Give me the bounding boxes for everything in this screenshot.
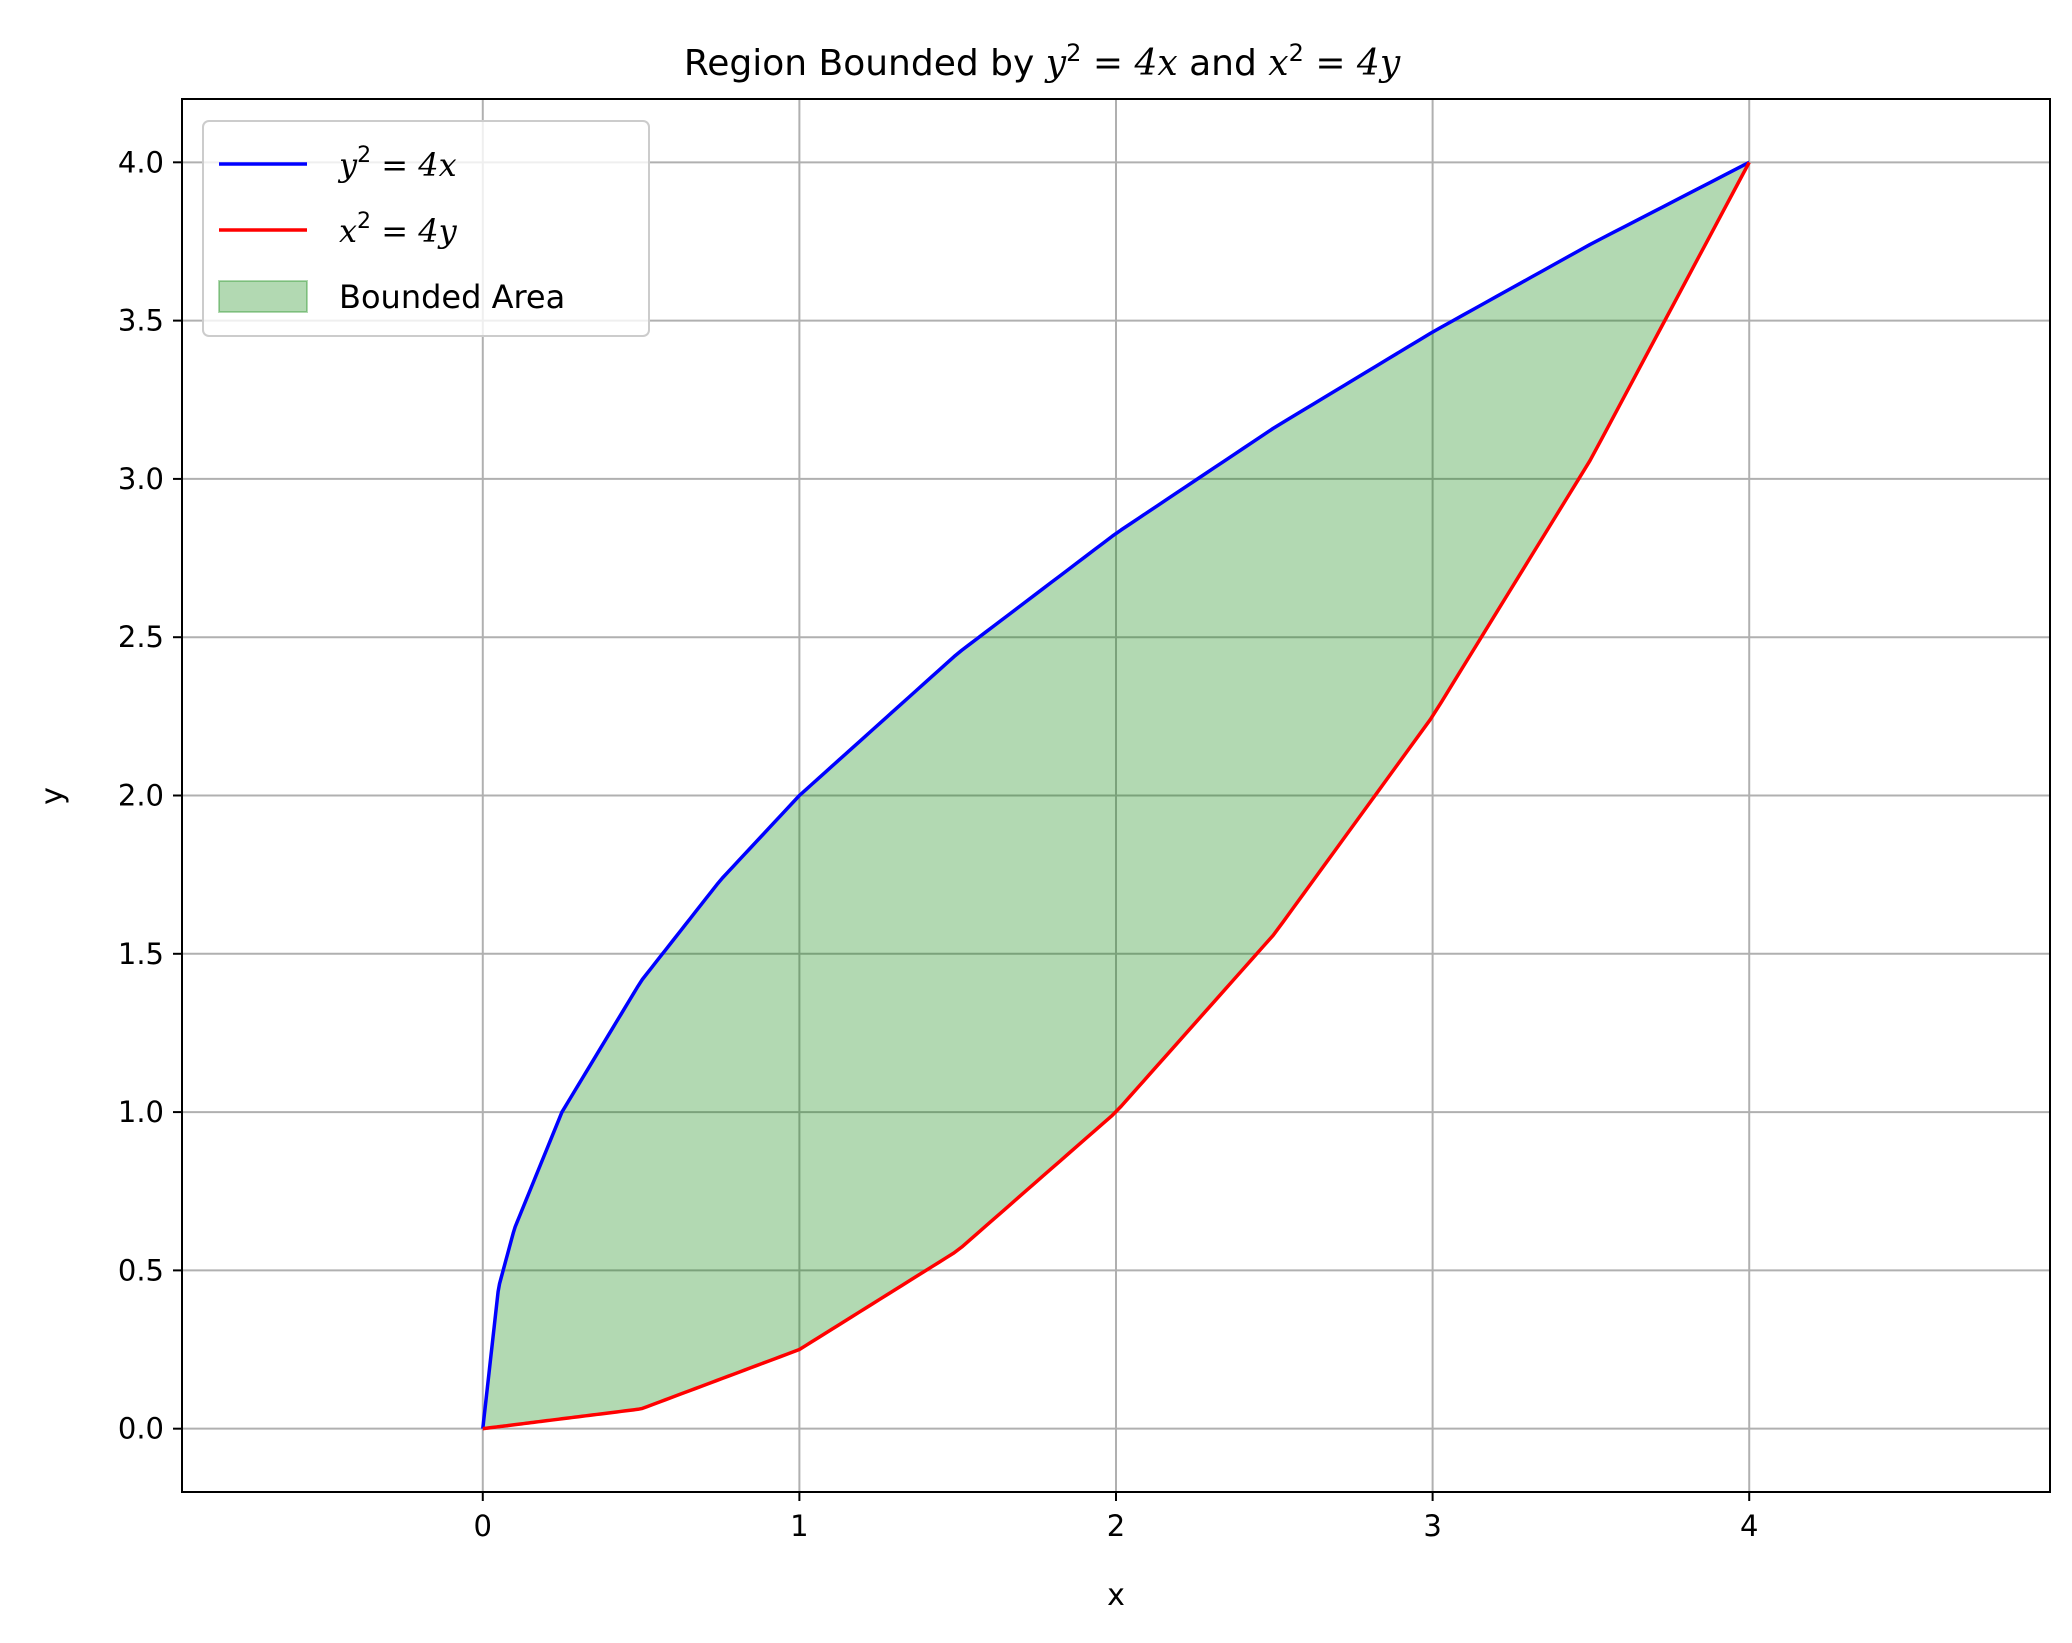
fill-layer xyxy=(482,162,1750,1429)
y-tick-label: 4.0 xyxy=(118,145,164,179)
y-tick-label: 2.5 xyxy=(118,620,164,654)
y-tick-label: 0.0 xyxy=(118,1412,164,1446)
bounded-area-fill xyxy=(482,162,1750,1429)
title-eq1-base: y xyxy=(1044,43,1067,84)
axis-ticks: 0 1 2 3 4 0.0 0.5 1.0 1.5 2.0 2.5 3.0 3.5 4.0 xyxy=(118,145,1759,1543)
title-eq2-base: x xyxy=(1268,43,1288,84)
y-tick-label: 0.5 xyxy=(118,1253,164,1287)
legend-label-fill: Bounded Area xyxy=(339,278,565,316)
x-tick-label: 4 xyxy=(1740,1509,1758,1543)
legend-label-1: x2 = 4y xyxy=(339,209,458,250)
y-axis-label: y xyxy=(35,787,70,805)
title-eq1-exp: 2 xyxy=(1066,39,1081,67)
y-tick-label: 3.5 xyxy=(118,304,164,338)
legend-swatch-fill xyxy=(218,280,308,313)
x-axis-label: x xyxy=(1107,1578,1125,1613)
title-middle: and xyxy=(1178,43,1269,84)
x-tick-label: 2 xyxy=(1107,1509,1125,1543)
title-eq2-exp: 2 xyxy=(1289,39,1304,67)
legend-label-0: y2 = 4x xyxy=(337,143,457,184)
title-eq1-rhs: = 4x xyxy=(1081,43,1177,84)
y-tick-label: 1.0 xyxy=(118,1095,164,1129)
x-tick-label: 1 xyxy=(790,1509,808,1543)
y-tick-label: 1.5 xyxy=(118,937,164,971)
y-tick-label: 2.0 xyxy=(118,779,164,813)
svg-text:Region Bounded by y2 = 4x and: Region Bounded by y2 = 4x and x2 = 4y xyxy=(684,39,1401,84)
title-prefix: Region Bounded by xyxy=(684,43,1046,84)
y-tick-label: 3.0 xyxy=(118,462,164,496)
title-eq2-rhs: = 4y xyxy=(1304,43,1401,84)
legend-frame xyxy=(202,120,650,337)
x-tick-label: 3 xyxy=(1423,1509,1441,1543)
x-tick-label: 0 xyxy=(474,1509,492,1543)
series-line-0 xyxy=(481,160,1751,1431)
series-layer xyxy=(481,160,1751,1431)
legend: y2 = 4x x2 = 4y Bounded Area xyxy=(202,120,650,337)
series-line-1 xyxy=(481,161,1751,1431)
chart-title: Region Bounded by y2 = 4x and x2 = 4y xyxy=(684,39,1401,84)
